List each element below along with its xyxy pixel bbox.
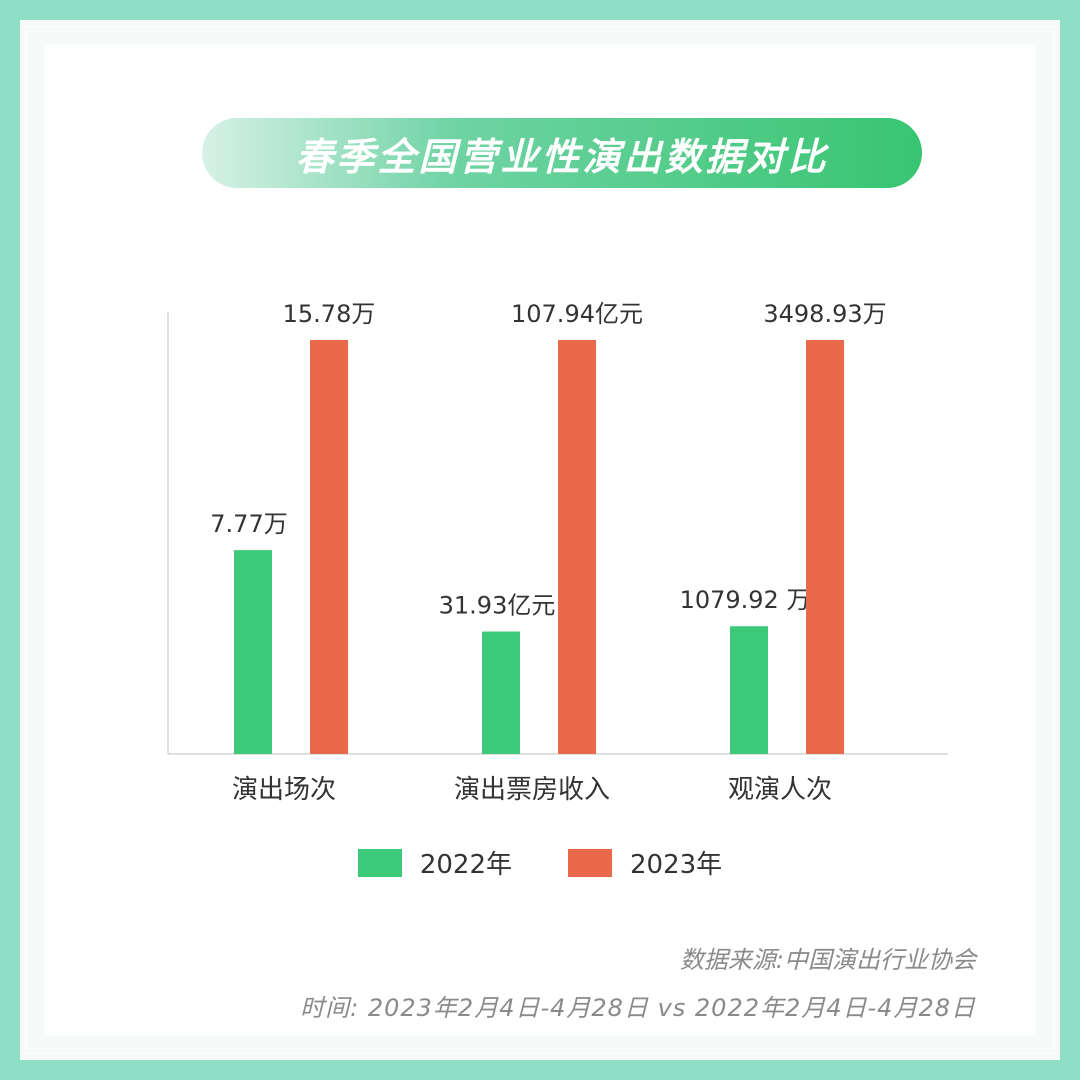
chart-card: 春季全国营业性演出数据对比 7.77万 15.78万演出场次 31.93亿元 107.…	[44, 44, 1036, 1036]
bar-2022-cat0	[234, 550, 272, 754]
outer-frame: 春季全国营业性演出数据对比 7.77万 15.78万演出场次 31.93亿元 107.…	[20, 20, 1060, 1060]
data-label-2023-cat1: 107.94亿元	[511, 300, 643, 328]
data-label-2022-cat2: 1079.92 万	[680, 586, 811, 614]
bar-2023-cat0	[310, 340, 348, 754]
page-title: 春季全国营业性演出数据对比	[295, 134, 829, 179]
title-banner: 春季全国营业性演出数据对比	[202, 118, 922, 188]
data-label-2023-cat0: 15.78万	[283, 300, 376, 328]
category-label-0: 演出场次	[232, 775, 336, 805]
legend-item-2022: 2022年	[357, 844, 512, 881]
category-label-2: 观演人次	[728, 775, 832, 805]
chart-legend: 2022年 2023年	[44, 844, 1036, 881]
bar-2023-cat2	[806, 340, 844, 754]
legend-item-2023: 2023年	[568, 844, 722, 881]
legend-label-2023: 2023年	[630, 850, 723, 880]
legend-label-2022: 2022年	[419, 850, 512, 880]
bar-2022-cat1	[482, 631, 520, 754]
data-label-2023-cat2: 3498.93万	[763, 300, 886, 328]
legend-swatch-2022	[357, 848, 402, 877]
legend-swatch-2023	[568, 848, 612, 877]
data-source-note: 数据来源:中国演出行业协会	[679, 946, 976, 974]
bar-2022-cat2	[730, 626, 768, 754]
data-label-2022-cat0: 7.77万	[210, 510, 287, 538]
data-label-2022-cat1: 31.93亿元	[439, 592, 556, 620]
bar-2023-cat1	[558, 340, 596, 754]
time-range-note: 时间: 2023年2月4日-4月28日 vs 2022年2月4日-4月28日	[300, 994, 976, 1022]
category-label-1: 演出票房收入	[454, 775, 610, 805]
